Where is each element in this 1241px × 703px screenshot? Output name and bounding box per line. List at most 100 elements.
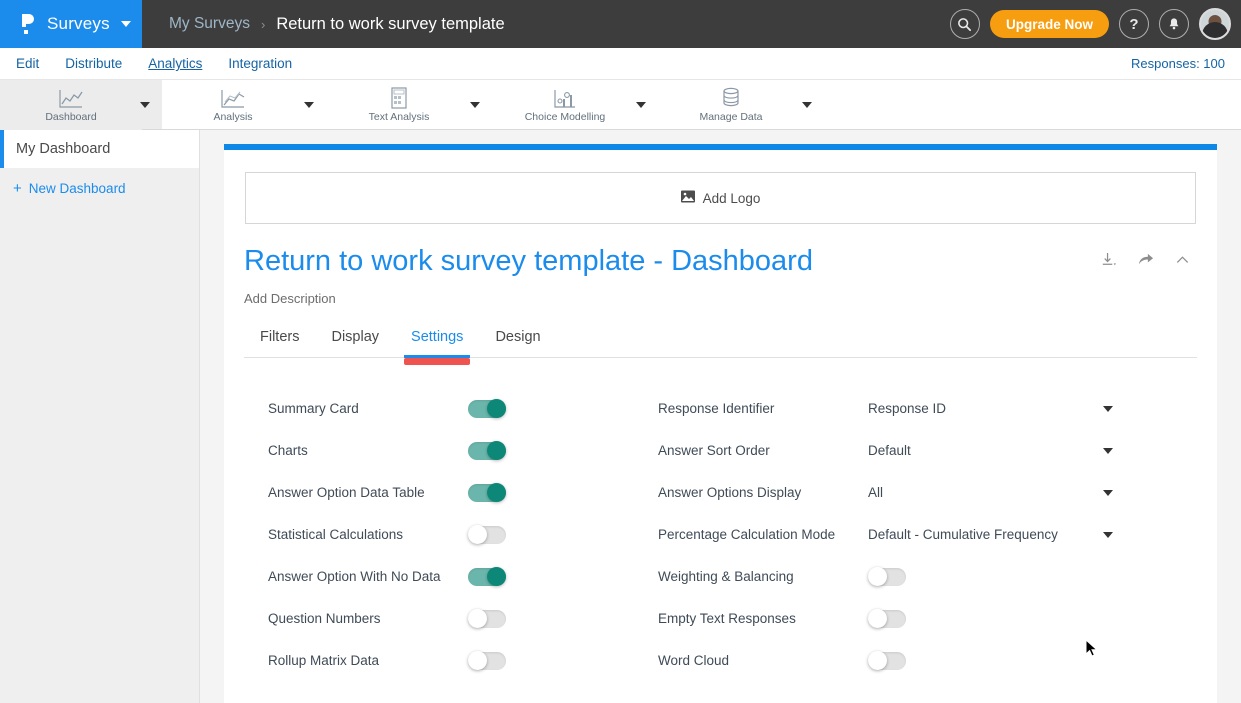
tab-settings[interactable]: Settings	[395, 329, 479, 365]
breadcrumb-current: Return to work survey template	[276, 14, 505, 33]
settings-column-left: Summary Card Charts Answer Option Data T…	[268, 388, 658, 682]
setting-label: Percentage Calculation Mode	[658, 527, 836, 543]
p-logo-icon	[18, 12, 38, 36]
dashboard-actions	[1100, 246, 1197, 274]
brand-name: Surveys	[47, 14, 110, 33]
toggle-answer-option-data-table[interactable]	[468, 483, 506, 503]
tab-filters[interactable]: Filters	[244, 329, 315, 357]
setting-percentage-calculation-mode: Percentage Calculation Mode Default - Cu…	[658, 514, 1197, 556]
setting-rollup-matrix-data: Rollup Matrix Data	[268, 640, 658, 682]
select-answer-sort-order[interactable]: Default	[868, 443, 1113, 458]
setting-label: Charts	[268, 443, 308, 459]
toolbar-item-manage-data[interactable]: Manage Data	[660, 80, 826, 129]
avatar-body	[1202, 22, 1228, 38]
nav-item-distribute[interactable]: Distribute	[65, 56, 123, 71]
setting-label: Word Cloud	[658, 653, 730, 669]
select-answer-options-display[interactable]: All	[868, 485, 1113, 500]
setting-answer-option-data-table: Answer Option Data Table	[268, 472, 658, 514]
toggle-knob	[468, 609, 487, 629]
tab-design[interactable]: Design	[479, 329, 556, 357]
bell-icon[interactable]	[1159, 9, 1189, 39]
toolbar-item-choice-modelling[interactable]: Choice Modelling	[494, 80, 660, 129]
sidebar-item-my-dashboard[interactable]: My Dashboard	[0, 130, 199, 168]
download-icon[interactable]	[1100, 252, 1117, 274]
collapse-chevron-up-icon[interactable]	[1174, 252, 1191, 274]
chevron-down-icon[interactable]	[140, 101, 150, 108]
image-icon	[680, 190, 695, 206]
search-icon[interactable]	[949, 9, 980, 39]
chevron-down-icon	[1103, 531, 1113, 538]
add-logo-button[interactable]: Add Logo	[245, 172, 1196, 224]
tab-label: Filters	[260, 328, 300, 345]
setting-answer-option-with-no-data: Answer Option With No Data	[268, 556, 658, 598]
analytics-toolbar: Dashboard Analysis Text Analysis Choice …	[0, 79, 1241, 130]
toggle-answer-option-with-no-data[interactable]	[468, 567, 506, 587]
dashboard-card: Add Logo Return to work survey template …	[224, 144, 1217, 703]
bubble-chart-icon	[552, 87, 578, 109]
toolbar-label-dashboard: Dashboard	[45, 110, 97, 123]
setting-label: Answer Options Display	[658, 485, 802, 501]
sidebar-item-label: My Dashboard	[16, 141, 111, 157]
setting-weighting-balancing: Weighting & Balancing	[658, 556, 1197, 598]
chevron-down-icon	[1103, 405, 1113, 412]
nav-item-analytics[interactable]: Analytics	[148, 56, 203, 71]
toggle-summary-card[interactable]	[468, 399, 506, 419]
brand-home-button[interactable]: Surveys	[0, 0, 142, 48]
share-icon[interactable]	[1137, 252, 1154, 274]
breadcrumb-parent[interactable]: My Surveys	[169, 15, 250, 32]
plus-icon: +	[13, 179, 22, 197]
avatar[interactable]	[1199, 8, 1231, 40]
nav-item-integration[interactable]: Integration	[228, 56, 293, 71]
setting-statistical-calculations: Statistical Calculations	[268, 514, 658, 556]
chevron-down-icon[interactable]	[120, 21, 131, 27]
setting-question-numbers: Question Numbers	[268, 598, 658, 640]
nav-item-edit[interactable]: Edit	[16, 56, 40, 71]
setting-label: Answer Option Data Table	[268, 485, 425, 501]
select-value: Default	[868, 443, 911, 459]
toggle-knob	[868, 609, 887, 629]
toggle-word-cloud[interactable]	[868, 651, 906, 671]
chevron-down-icon	[1103, 447, 1113, 454]
select-response-identifier[interactable]: Response ID	[868, 401, 1113, 416]
toolbar-item-dashboard[interactable]: Dashboard	[0, 79, 162, 130]
select-value: Default - Cumulative Frequency	[868, 527, 1058, 543]
chevron-down-icon[interactable]	[802, 101, 812, 108]
toggle-charts[interactable]	[468, 441, 506, 461]
toggle-weighting-balancing[interactable]	[868, 567, 906, 587]
chevron-down-icon[interactable]	[470, 101, 480, 108]
page-body: My Dashboard + New Dashboard Add Logo Re…	[0, 130, 1241, 703]
new-dashboard-button[interactable]: + New Dashboard	[0, 169, 199, 207]
setting-label: Answer Sort Order	[658, 443, 770, 459]
toggle-question-numbers[interactable]	[468, 609, 506, 629]
toggle-empty-text-responses[interactable]	[868, 609, 906, 629]
settings-column-right: Response Identifier Response ID Answer S…	[658, 388, 1197, 682]
setting-label: Response Identifier	[658, 401, 775, 417]
tab-label: Display	[331, 328, 380, 345]
chevron-down-icon[interactable]	[304, 101, 314, 108]
chevron-down-icon[interactable]	[636, 101, 646, 108]
toolbar-label-text-analysis: Text Analysis	[368, 110, 430, 123]
tab-display[interactable]: Display	[315, 329, 395, 357]
setting-empty-text-responses: Empty Text Responses	[658, 598, 1197, 640]
setting-word-cloud: Word Cloud	[658, 640, 1197, 682]
toolbar-item-analysis[interactable]: Analysis	[162, 80, 328, 129]
toggle-statistical-calculations[interactable]	[468, 525, 506, 545]
database-icon	[720, 87, 742, 109]
page-title[interactable]: Return to work survey template - Dashboa…	[244, 245, 813, 277]
add-description-link[interactable]: Add Description	[244, 290, 336, 306]
toolbar-item-text-analysis[interactable]: Text Analysis	[328, 80, 494, 129]
new-dashboard-label: New Dashboard	[28, 180, 126, 196]
setting-label: Rollup Matrix Data	[268, 653, 380, 669]
select-percentage-calculation-mode[interactable]: Default - Cumulative Frequency	[868, 527, 1113, 542]
setting-label: Empty Text Responses	[658, 611, 796, 627]
toggle-knob	[868, 651, 887, 671]
question-mark-icon[interactable]: ?	[1119, 9, 1149, 39]
settings-tabs: Filters Display Settings Design	[244, 329, 1197, 365]
toggle-knob	[468, 525, 487, 545]
upgrade-now-button[interactable]: Upgrade Now	[989, 10, 1109, 38]
toggle-rollup-matrix-data[interactable]	[468, 651, 506, 671]
setting-answer-sort-order: Answer Sort Order Default	[658, 430, 1197, 472]
responses-count: Responses: 100	[1131, 56, 1225, 71]
toggle-knob	[487, 399, 506, 419]
setting-answer-options-display: Answer Options Display All	[658, 472, 1197, 514]
